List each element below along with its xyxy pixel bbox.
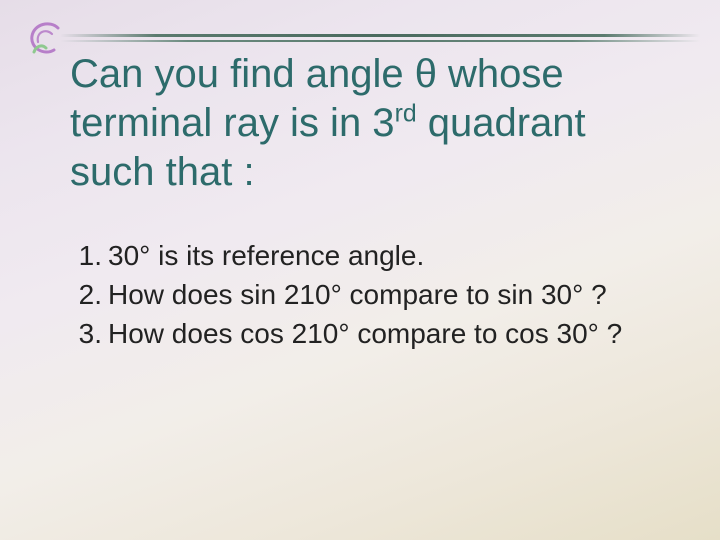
- swirl-bullet-icon: [28, 22, 64, 56]
- title-line-2-post: quadrant: [417, 101, 586, 145]
- list-item: 30° is its reference angle.: [62, 238, 690, 275]
- slide-body: 30° is its reference angle. How does sin…: [62, 238, 690, 355]
- title-heading: Can you find angle θ whose terminal ray …: [70, 50, 680, 196]
- slide: Can you find angle θ whose terminal ray …: [0, 0, 720, 540]
- slide-title: Can you find angle θ whose terminal ray …: [70, 50, 680, 196]
- title-divider: [60, 34, 700, 44]
- list-item: How does sin 210° compare to sin 30° ?: [62, 277, 690, 314]
- question-list: 30° is its reference angle. How does sin…: [62, 238, 690, 353]
- title-line-2-sup: rd: [395, 100, 417, 127]
- title-line-2-pre: terminal ray is in 3: [70, 101, 395, 145]
- list-item: How does cos 210° compare to cos 30° ?: [62, 316, 690, 353]
- title-line-3: such that :: [70, 150, 255, 194]
- title-line-1: Can you find angle θ whose: [70, 52, 564, 96]
